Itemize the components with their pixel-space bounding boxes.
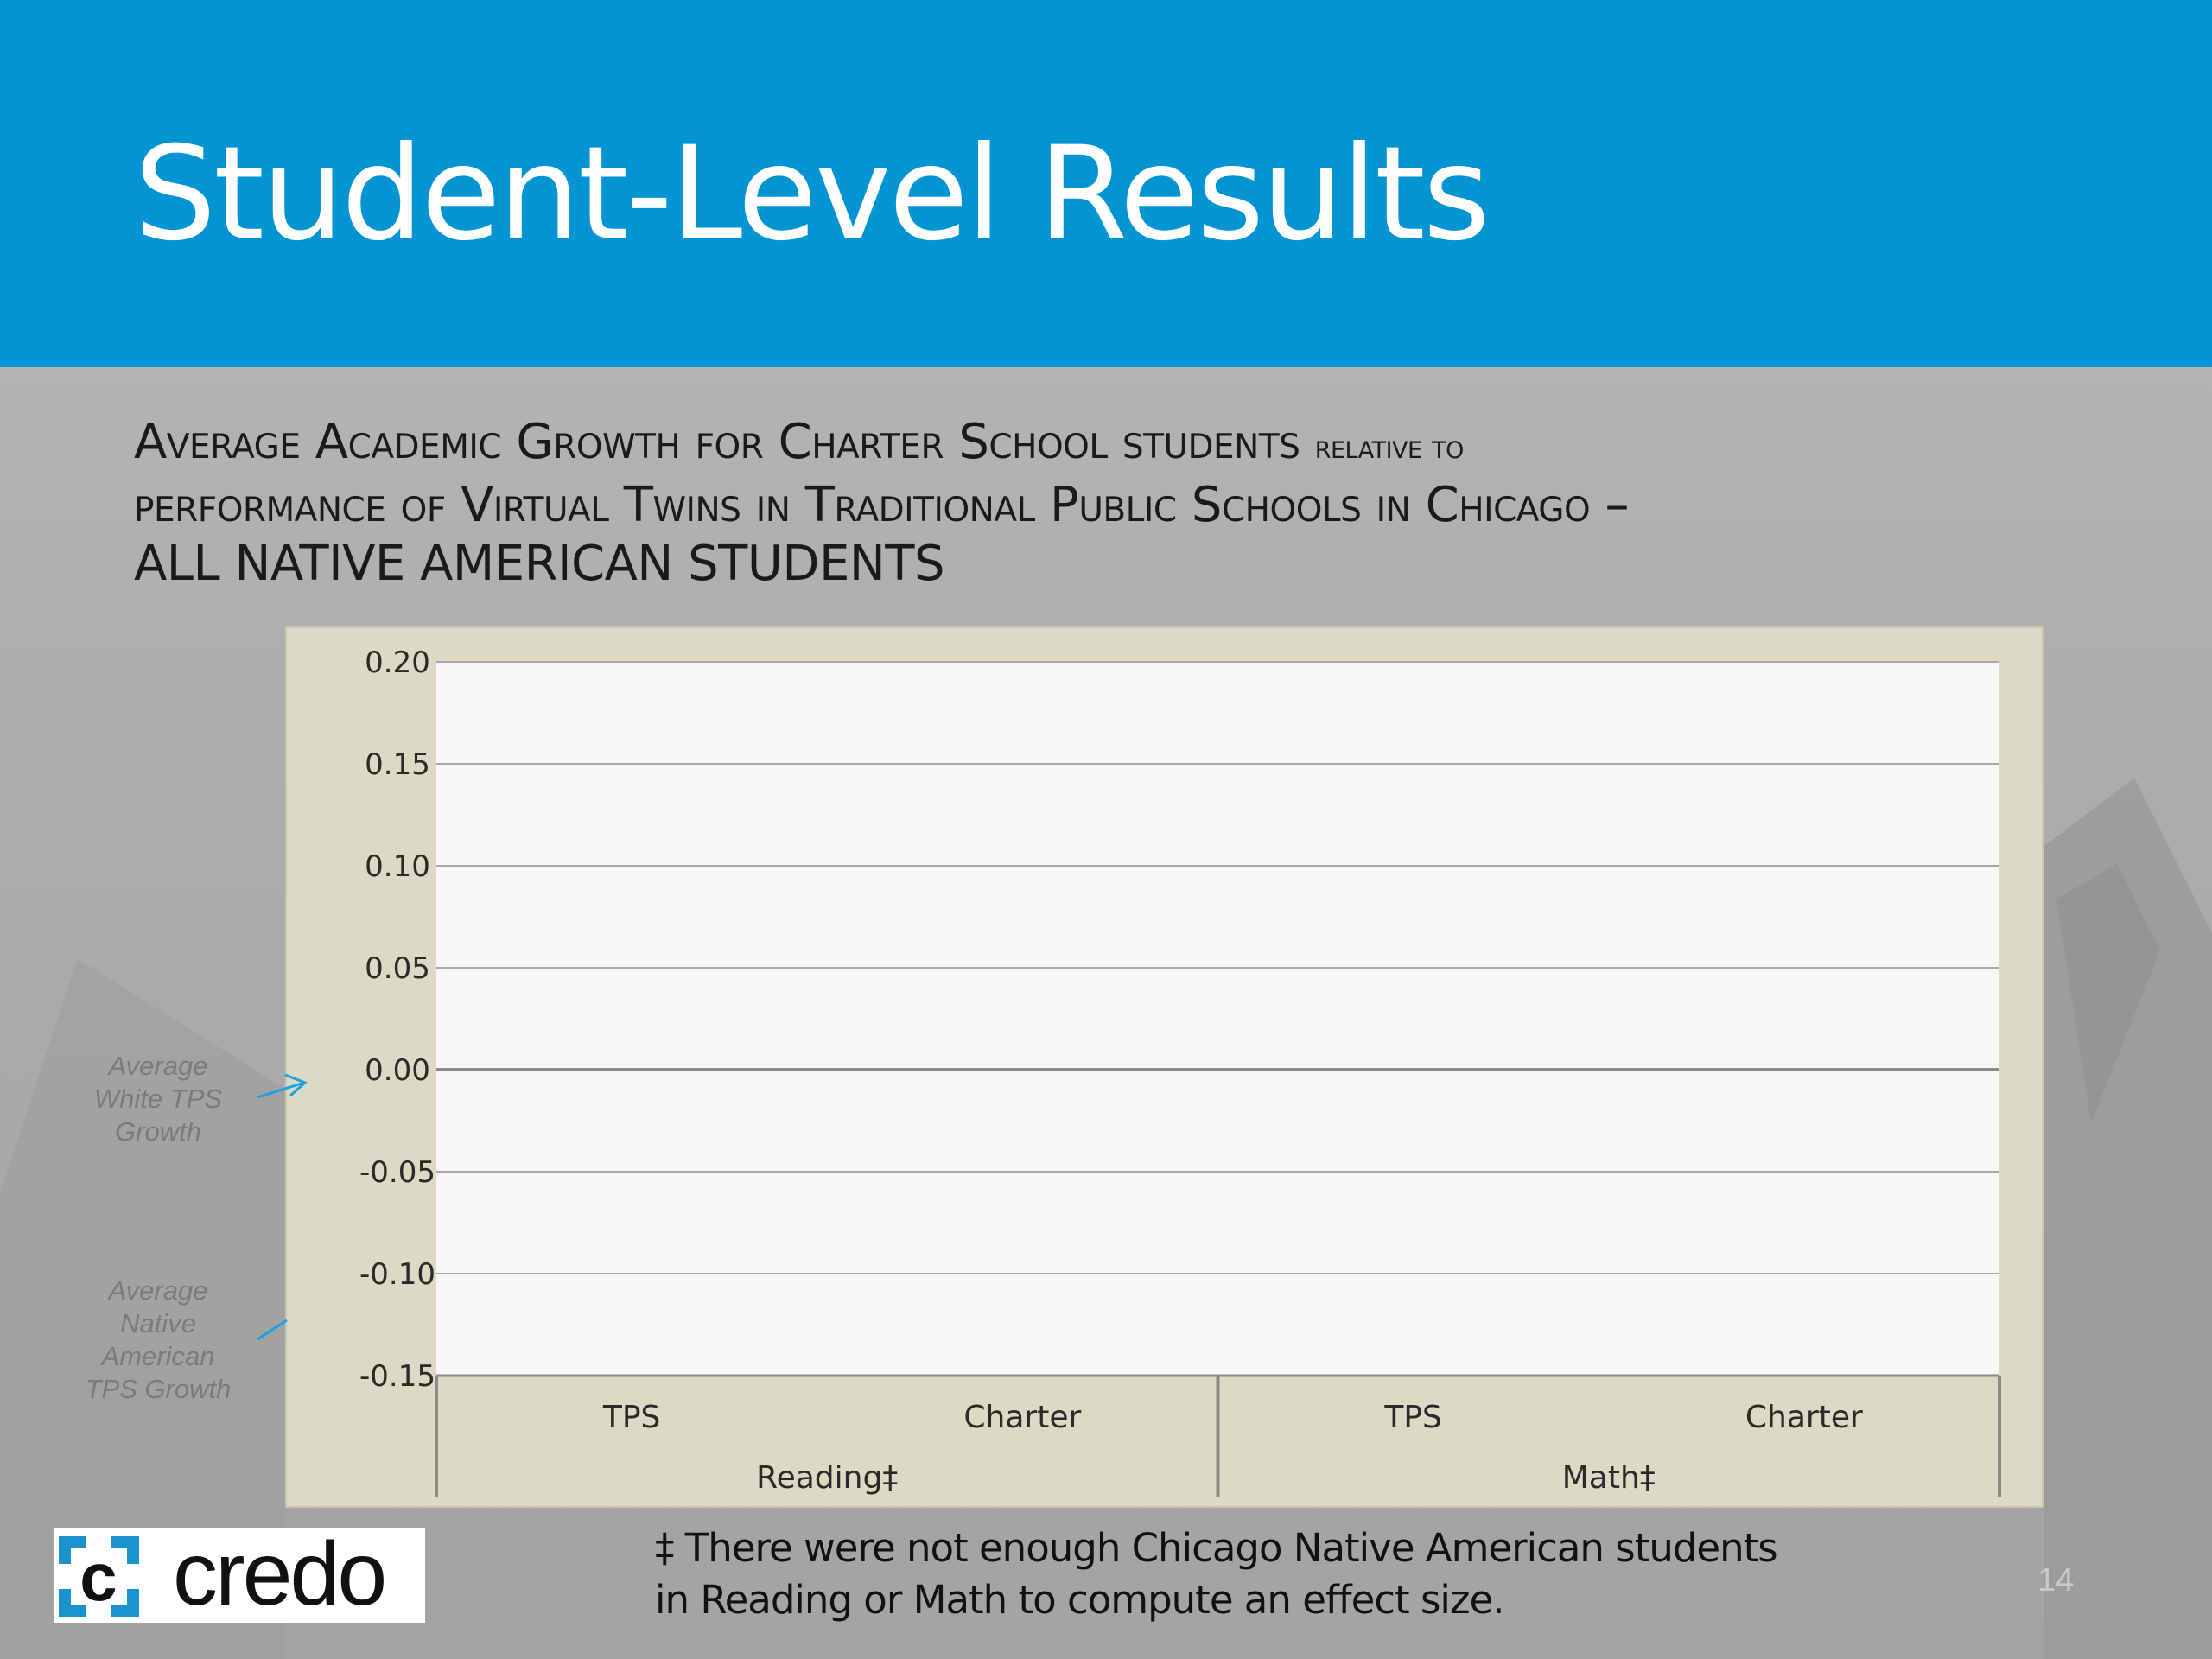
x-tick-label: TPS <box>602 1400 661 1435</box>
annotation-native-line: TPS Growth <box>85 1374 232 1404</box>
bar-chart: 0.20 0.15 0.10 0.05 0.00 -0.05 -0.10 -0.15 TPS Ch… <box>359 645 2001 1497</box>
annotation-native-line: Native <box>120 1308 196 1338</box>
x-tick-label: TPS <box>1383 1400 1442 1435</box>
y-tick-label: 0.05 <box>365 951 430 986</box>
annotation-native-line: American <box>101 1341 215 1371</box>
y-tick-label: 0.15 <box>365 747 430 782</box>
title-bar: Student-Level Results <box>0 0 2212 367</box>
y-tick-label: 0.20 <box>365 645 430 680</box>
footnote: ‡ There were not enough Chicago Native A… <box>655 1522 1865 1626</box>
plot-area <box>436 662 1999 1376</box>
annotation-white-line: White TPS <box>93 1084 223 1114</box>
x-tick-label: Charter <box>963 1400 1081 1435</box>
subtitle-line2: performance of Virtual Twins in Traditio… <box>134 477 1630 533</box>
subtitle-line1-small: relative to <box>1314 428 1465 466</box>
annotation-white-line: Average <box>108 1051 208 1081</box>
credo-logo: c credo <box>54 1528 425 1623</box>
y-tick-label: -0.15 <box>359 1359 435 1394</box>
arrow-native-tps-icon <box>257 1319 288 1341</box>
y-tick-label: -0.10 <box>359 1257 435 1292</box>
subtitle-line3: ALL NATIVE AMERICAN STUDENTS <box>134 536 945 592</box>
arrow-white-tps-icon <box>257 1073 308 1099</box>
y-tick-label: -0.05 <box>359 1155 435 1190</box>
y-tick-label: 0.10 <box>365 849 430 884</box>
chart-frame: 0.20 0.15 0.10 0.05 0.00 -0.05 -0.10 -0.15 TPS Ch… <box>285 626 2044 1508</box>
annotation-native-tps: Average Native American TPS Growth <box>67 1274 249 1406</box>
group-label: Reading‡ <box>756 1460 898 1496</box>
slide-title: Student-Level Results <box>134 119 1491 270</box>
footnote-line2: in Reading or Math to compute an effect … <box>655 1577 1505 1623</box>
y-tick-label: 0.00 <box>365 1053 430 1088</box>
credo-logo-text: credo <box>173 1524 387 1624</box>
footnote-line1: ‡ There were not enough Chicago Native A… <box>655 1525 1778 1571</box>
svg-text:c: c <box>79 1539 117 1615</box>
annotation-native-line: Average <box>108 1275 208 1306</box>
subtitle-line1: Average Academic Growth for Charter Scho… <box>134 414 1315 470</box>
credo-logo-mark-icon: c <box>59 1536 139 1617</box>
group-label: Math‡ <box>1562 1460 1656 1496</box>
page-number: 14 <box>2037 1562 2075 1599</box>
x-tick-label: Charter <box>1745 1400 1863 1435</box>
annotation-white-line: Growth <box>115 1116 201 1147</box>
annotation-white-tps: Average White TPS Growth <box>67 1050 249 1148</box>
slide-subtitle: Average Academic Growth for Charter Scho… <box>134 413 1992 594</box>
